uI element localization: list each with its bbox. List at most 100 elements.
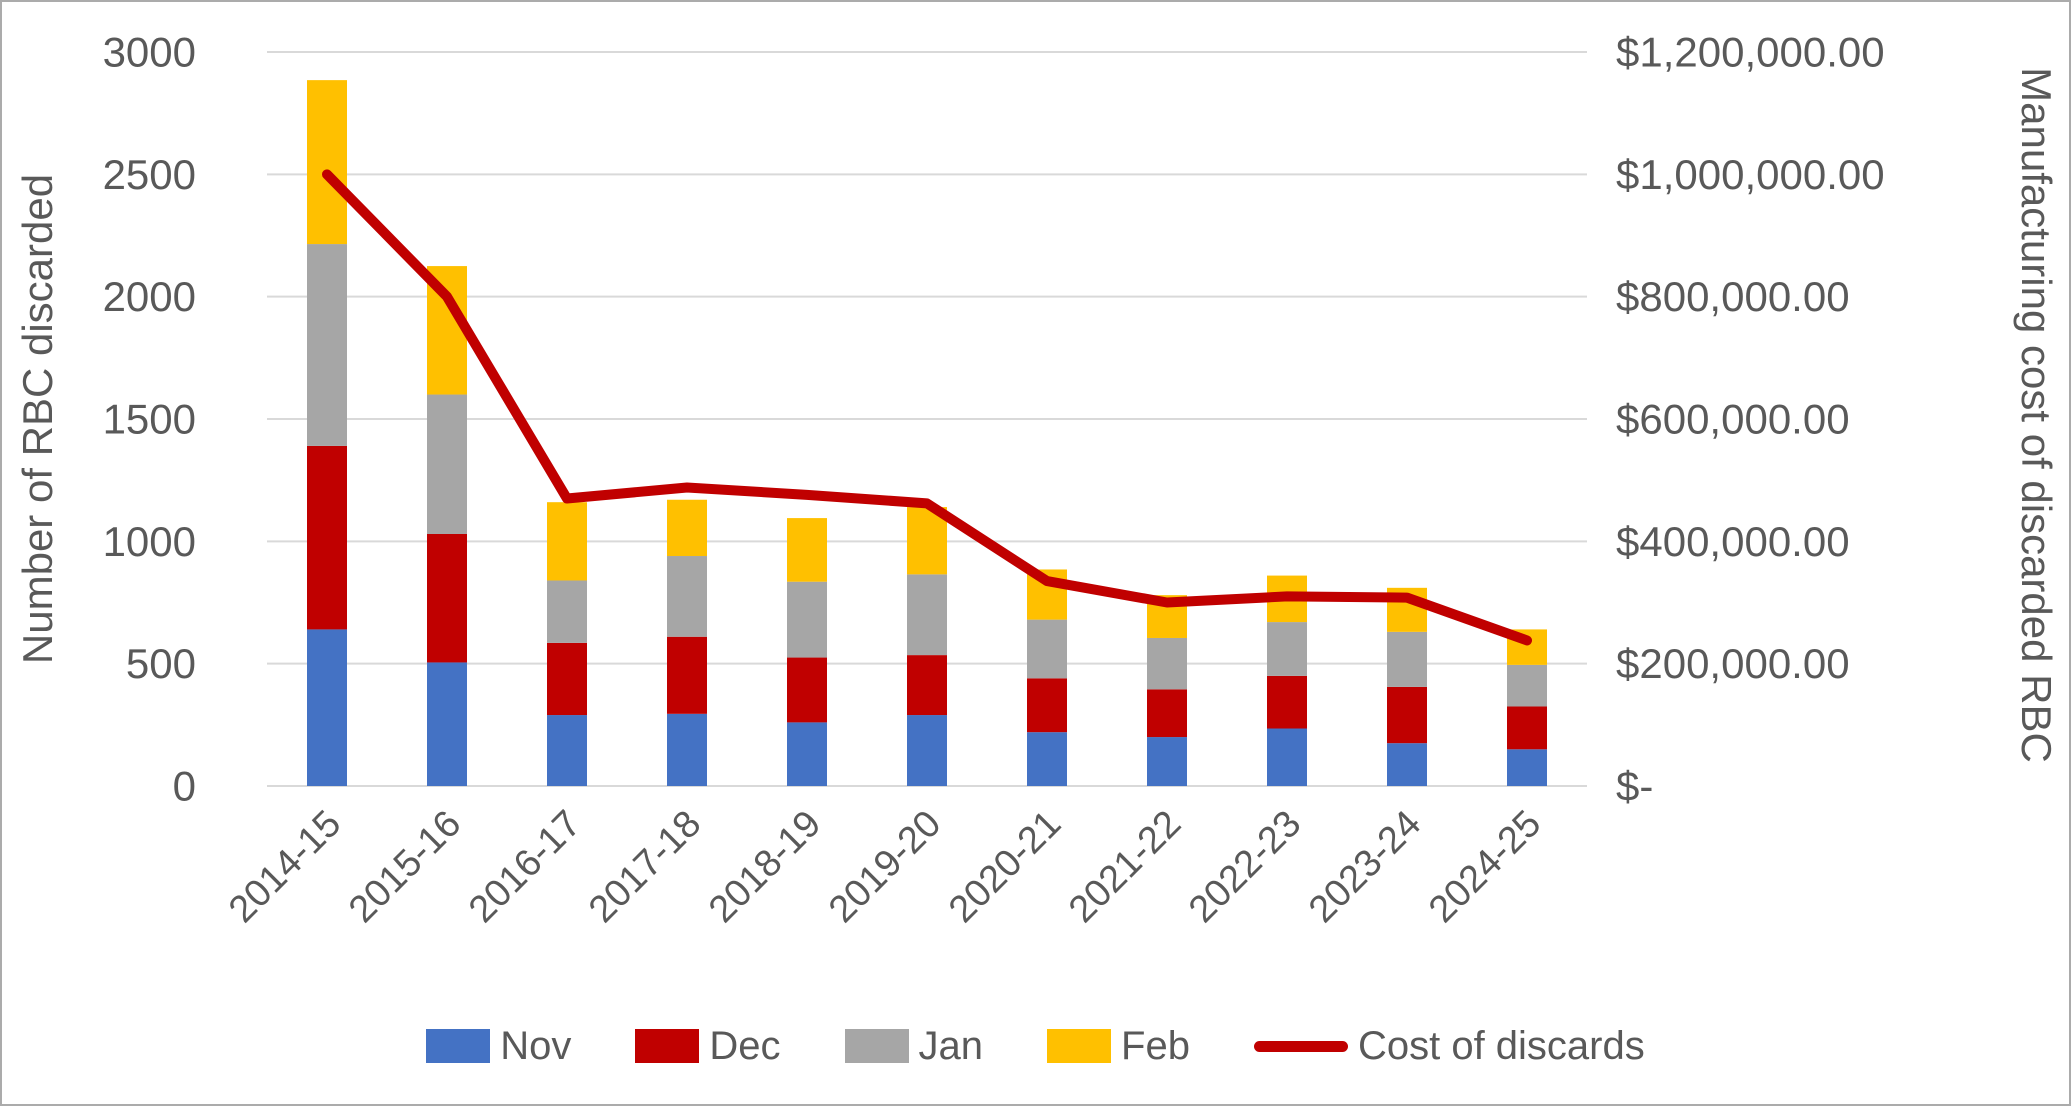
legend-label: Feb <box>1121 1023 1190 1068</box>
bar-segment-jan <box>667 556 707 637</box>
bar-segment-feb <box>547 502 587 581</box>
left-axis-tick-label: 0 <box>173 763 196 810</box>
bar-segment-nov <box>427 662 467 786</box>
legend-swatch-dec <box>635 1029 700 1063</box>
bar-segment-dec <box>547 642 587 716</box>
legend-line-swatch-cost-of-discards <box>1253 1040 1348 1052</box>
bar-segment-nov <box>667 713 707 786</box>
bar-segment-jan <box>1387 631 1427 687</box>
left-axis-title: Number of RBC discarded <box>14 174 61 664</box>
legend-item-jan: Jan <box>844 1023 984 1069</box>
bar-2023-24 <box>1387 587 1427 786</box>
bar-segment-feb <box>307 80 347 245</box>
x-axis-label: 2018-19 <box>701 803 829 931</box>
right-axis-tick-label: $400,000.00 <box>1616 518 1850 565</box>
legend: Nov Dec Jan Feb Cost of discards <box>0 1008 2071 1084</box>
right-axis-tick-label: $600,000.00 <box>1616 396 1850 443</box>
bar-segment-nov <box>1027 732 1067 786</box>
legend-label: Cost of discards <box>1357 1023 1645 1068</box>
bar-segment-nov <box>1147 737 1187 786</box>
right-axis-title: Manufacturing cost of discarded RBC <box>2013 67 2060 763</box>
legend-label: Dec <box>709 1023 781 1068</box>
legend-swatch-jan <box>844 1029 909 1063</box>
bar-segment-dec <box>1507 706 1547 750</box>
bar-segment-jan <box>1507 664 1547 707</box>
bar-segment-jan <box>1147 637 1187 690</box>
bar-2017-18 <box>667 499 707 786</box>
bar-segment-jan <box>787 581 827 658</box>
legend-item-cost-of-discards: Cost of discards <box>1253 1023 1645 1069</box>
bar-segment-dec <box>667 636 707 714</box>
x-axis-label: 2020-21 <box>941 803 1069 931</box>
cost-of-discards-line <box>322 169 1532 646</box>
x-axis-label: 2019-20 <box>821 803 949 931</box>
bar-segment-jan <box>547 580 587 643</box>
x-axis-label: 2021-22 <box>1061 803 1189 931</box>
bar-segment-nov <box>547 715 587 786</box>
bar-2022-23 <box>1267 575 1307 786</box>
right-axis-tick-label: $200,000.00 <box>1616 640 1850 687</box>
legend-swatch-feb <box>1047 1029 1112 1063</box>
bar-segment-feb <box>907 507 947 575</box>
bar-segment-nov <box>907 715 947 786</box>
bar-segment-dec <box>427 533 467 663</box>
bar-2019-20 <box>907 507 947 786</box>
bar-2020-21 <box>1027 569 1067 786</box>
x-axis-category-labels: 2014-152015-162016-172017-182018-192019-… <box>221 803 1549 931</box>
left-axis-tick-label: 2000 <box>103 273 196 320</box>
right-axis-tick-label: $800,000.00 <box>1616 273 1850 320</box>
stacked-bars <box>307 80 1547 786</box>
bar-segment-feb <box>667 499 707 557</box>
bar-2015-16 <box>427 266 467 786</box>
bar-segment-dec <box>1027 678 1067 733</box>
bar-segment-nov <box>787 722 827 786</box>
bar-segment-nov <box>307 629 347 786</box>
bar-segment-jan <box>1027 619 1067 679</box>
legend-label: Nov <box>500 1023 572 1068</box>
x-axis-label: 2016-17 <box>461 803 589 931</box>
bar-segment-dec <box>907 655 947 716</box>
x-axis-label: 2014-15 <box>221 803 349 931</box>
bar-segment-jan <box>307 244 347 446</box>
legend-item-feb: Feb <box>1047 1024 1190 1069</box>
bar-segment-nov <box>1387 743 1427 786</box>
left-axis-tick-label: 500 <box>126 640 196 687</box>
right-axis-tick-label: $1,000,000.00 <box>1616 151 1885 198</box>
bar-segment-jan <box>907 574 947 656</box>
bar-segment-nov <box>1507 749 1547 786</box>
bar-segment-dec <box>787 657 827 723</box>
bar-segment-dec <box>1267 675 1307 729</box>
right-axis-tick-label: $1,200,000.00 <box>1616 29 1885 76</box>
cost-line-path <box>322 169 1532 646</box>
bar-2021-22 <box>1147 595 1187 786</box>
legend-item-dec: Dec <box>635 1023 781 1069</box>
right-axis-tick-labels: $- $200,000.00 $400,000.00 $600,000.00 $800,… <box>1616 29 1885 810</box>
legend-label: Jan <box>918 1023 984 1068</box>
legend-swatch-nov <box>426 1029 491 1063</box>
bar-segment-dec <box>1147 689 1187 738</box>
bar-2018-19 <box>787 518 827 786</box>
left-axis-tick-label: 2500 <box>103 151 196 198</box>
x-axis-label: 2022-23 <box>1181 803 1309 931</box>
bar-segment-dec <box>1387 686 1427 744</box>
left-axis-tick-label: 3000 <box>103 29 196 76</box>
left-axis-tick-label: 1500 <box>103 396 196 443</box>
x-axis-label: 2017-18 <box>581 803 709 931</box>
legend-item-nov: Nov <box>426 1024 571 1069</box>
bar-segment-nov <box>1267 728 1307 786</box>
x-axis-label: 2024-25 <box>1421 803 1549 931</box>
x-axis-label: 2023-24 <box>1301 803 1429 931</box>
bar-2024-25 <box>1507 629 1547 786</box>
bar-2014-15 <box>307 80 347 786</box>
left-axis-tick-label: 1000 <box>103 518 196 565</box>
bar-2016-17 <box>547 502 587 786</box>
right-axis-tick-label: $- <box>1616 763 1653 810</box>
left-axis-tick-labels: 0 500 1000 1500 2000 2500 3000 <box>103 29 196 810</box>
x-axis-label: 2015-16 <box>341 803 469 931</box>
bar-segment-jan <box>1267 622 1307 676</box>
bar-segment-dec <box>307 445 347 630</box>
bar-segment-feb <box>787 518 827 582</box>
bar-segment-jan <box>427 394 467 534</box>
